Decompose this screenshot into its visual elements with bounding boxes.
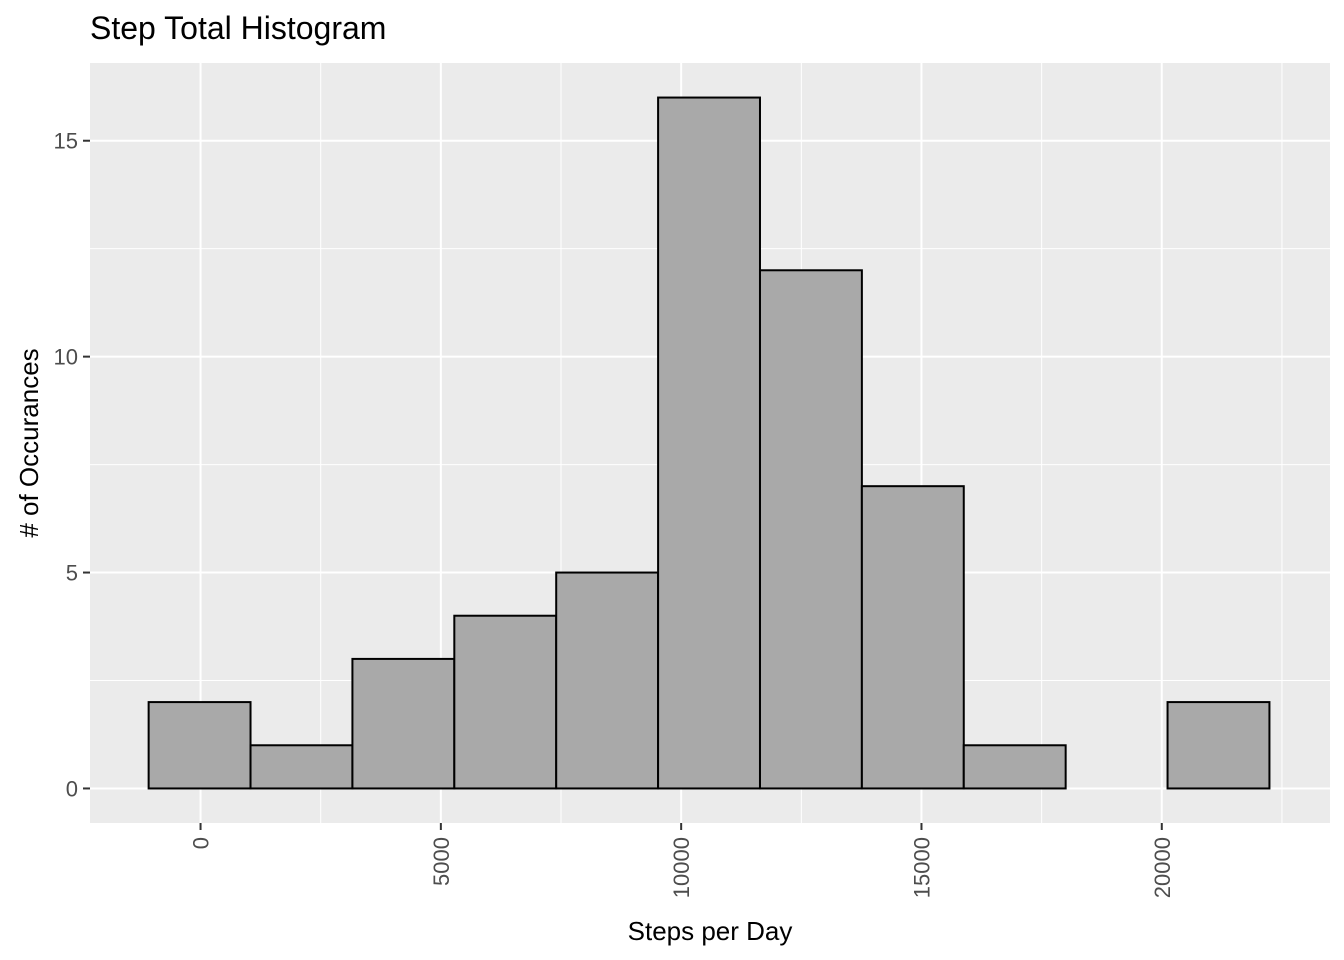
histogram-bar xyxy=(555,571,660,790)
histogram-bar xyxy=(453,614,558,790)
histogram-bar xyxy=(249,744,354,790)
x-axis-ticks: 0 5000 10000 15000 20000 xyxy=(189,823,1175,898)
y-axis-title: # of Occurances xyxy=(14,348,44,537)
y-tick-label: 15 xyxy=(54,129,78,154)
histogram-bar xyxy=(351,657,456,790)
y-tick-label: 5 xyxy=(66,561,78,586)
y-tick-label: 10 xyxy=(54,345,78,370)
histogram-bar xyxy=(147,701,252,790)
x-tick-label: 0 xyxy=(189,837,214,849)
x-tick-label: 15000 xyxy=(909,837,934,898)
histogram-bars xyxy=(147,96,1271,790)
chart-title: Step Total Histogram xyxy=(90,10,387,46)
histogram-bar xyxy=(758,269,863,790)
histogram-bar xyxy=(860,485,965,790)
histogram-bar xyxy=(962,744,1067,790)
histogram-bar xyxy=(1166,701,1271,790)
x-tick-label: 5000 xyxy=(429,837,454,886)
y-axis-ticks: 0 5 10 15 xyxy=(54,129,90,801)
x-tick-label: 20000 xyxy=(1150,837,1175,898)
x-tick-label: 10000 xyxy=(669,837,694,898)
y-tick-label: 0 xyxy=(66,776,78,801)
x-axis-title: Steps per Day xyxy=(628,916,793,946)
histogram-bar xyxy=(657,96,761,790)
